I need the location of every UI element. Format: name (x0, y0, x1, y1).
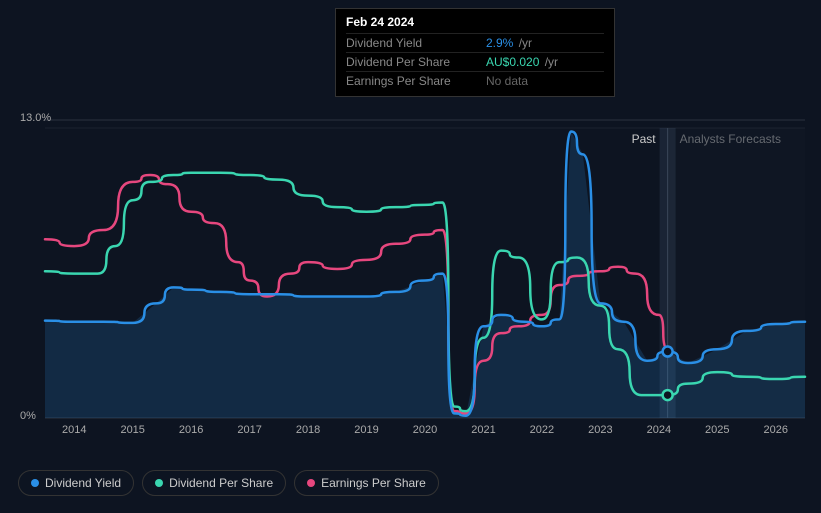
x-axis-label: 2019 (354, 424, 378, 436)
tooltip-row-value: 2.9% /yr (486, 36, 532, 50)
tooltip-row-label: Earnings Per Share (346, 74, 486, 88)
x-axis-label: 2025 (705, 424, 729, 436)
x-axis-label: 2017 (237, 424, 261, 436)
tooltip-row-suffix: /yr (541, 55, 558, 69)
tooltip-row-label: Dividend Yield (346, 36, 486, 50)
legend-item[interactable]: Dividend Per Share (142, 470, 286, 496)
tooltip-row: Dividend Yield2.9% /yr (346, 33, 604, 52)
forecast-region-label: Analysts Forecasts (680, 132, 781, 146)
x-axis-label: 2015 (120, 424, 144, 436)
tooltip-date: Feb 24 2024 (346, 15, 604, 33)
x-axis-label: 2022 (530, 424, 554, 436)
legend-item-label: Dividend Per Share (169, 476, 273, 490)
chart-tooltip: Feb 24 2024 Dividend Yield2.9% /yrDivide… (335, 8, 615, 97)
x-axis-label: 2024 (647, 424, 671, 436)
x-axis-label: 2023 (588, 424, 612, 436)
tooltip-row-label: Dividend Per Share (346, 55, 486, 69)
x-axis-label: 2018 (296, 424, 320, 436)
dividend-chart: 0% 13.0% 2014 2015 2016 2017 2018 2019 2020 2021… (0, 0, 821, 508)
x-axis-label: 2014 (62, 424, 86, 436)
x-axis-label: 2016 (179, 424, 203, 436)
tooltip-row-suffix: /yr (515, 36, 532, 50)
y-axis-label: 13.0% (20, 112, 51, 124)
x-axis-label: 2026 (764, 424, 788, 436)
legend-dot-icon (307, 479, 315, 487)
past-region-label: Past (632, 132, 656, 146)
tooltip-row: Dividend Per ShareAU$0.020 /yr (346, 52, 604, 71)
legend-item-label: Earnings Per Share (321, 476, 426, 490)
legend-dot-icon (155, 479, 163, 487)
x-axis-label: 2021 (471, 424, 495, 436)
chart-legend: Dividend Yield Dividend Per Share Earnings… (18, 470, 439, 496)
legend-item-label: Dividend Yield (45, 476, 121, 490)
tooltip-row-value: AU$0.020 /yr (486, 55, 558, 69)
legend-item[interactable]: Dividend Yield (18, 470, 134, 496)
legend-item[interactable]: Earnings Per Share (294, 470, 439, 496)
x-axis-label: 2020 (413, 424, 437, 436)
tooltip-row: Earnings Per ShareNo data (346, 71, 604, 90)
legend-dot-icon (31, 479, 39, 487)
tooltip-row-value: No data (486, 74, 528, 88)
y-axis-label: 0% (20, 410, 36, 422)
